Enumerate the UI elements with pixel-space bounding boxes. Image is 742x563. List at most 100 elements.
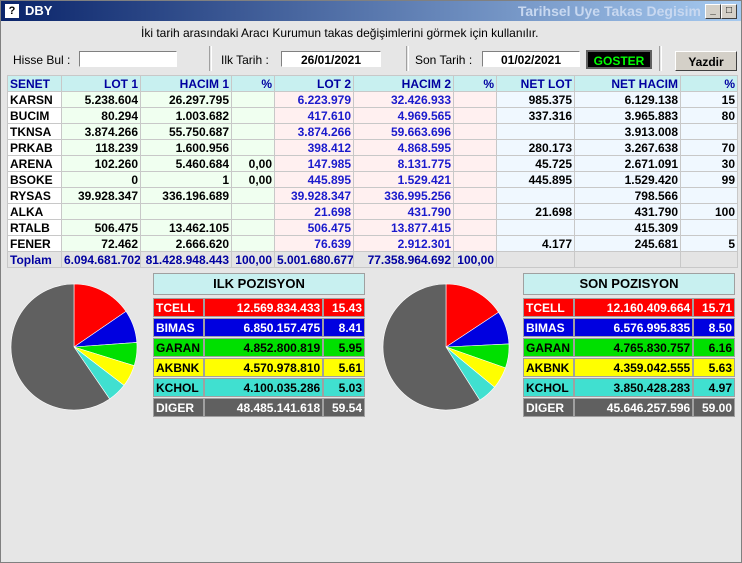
col-pct1[interactable]: % — [231, 75, 275, 92]
cell-lot1[interactable]: 72.462 — [61, 235, 141, 252]
col-pct2[interactable]: % — [453, 75, 497, 92]
cell-senet[interactable]: PRKAB — [7, 139, 62, 156]
col-hacim1[interactable]: HACIM 1 — [140, 75, 232, 92]
cell-hacim2[interactable]: 2.912.301 — [353, 235, 454, 252]
cell-senet[interactable]: RYSAS — [7, 187, 62, 204]
cell-senet[interactable]: RTALB — [7, 219, 62, 236]
cell-net-lot[interactable]: 45.725 — [496, 155, 575, 172]
table-row[interactable]: RYSAS 39.928.347 336.196.689 39.928.347 336.… — [7, 187, 738, 204]
cell-hacim1[interactable]: 1 — [140, 171, 232, 188]
cell-hacim1[interactable] — [140, 203, 232, 220]
cell-lot2[interactable]: 147.985 — [274, 155, 354, 172]
col-net-pct[interactable]: % — [680, 75, 738, 92]
table-row[interactable]: ALKA 21.698 431.790 21.698 431.790 100 — [7, 203, 738, 220]
cell-hacim1[interactable]: 1.003.682 — [140, 107, 232, 124]
cell-lot1[interactable]: 118.239 — [61, 139, 141, 156]
cell-net-hacim[interactable]: 3.965.883 — [574, 107, 681, 124]
cell-net-lot[interactable] — [496, 123, 575, 140]
col-lot2[interactable]: LOT 2 — [274, 75, 354, 92]
cell-net-hacim[interactable]: 6.129.138 — [574, 91, 681, 108]
cell-lot1[interactable]: 39.928.347 — [61, 187, 141, 204]
cell-hacim1[interactable]: 55.750.687 — [140, 123, 232, 140]
table-row[interactable]: BUCIM 80.294 1.003.682 417.610 4.969.565 337.… — [7, 107, 738, 124]
cell-net-pct[interactable]: 15 — [680, 91, 738, 108]
cell-pct2[interactable] — [453, 187, 497, 204]
table-row[interactable]: FENER 72.462 2.666.620 76.639 2.912.301 4.177… — [7, 235, 738, 252]
goster-button[interactable]: GOSTER — [586, 50, 652, 69]
cell-pct2[interactable] — [453, 155, 497, 172]
cell-hacim1[interactable]: 26.297.795 — [140, 91, 232, 108]
cell-net-pct[interactable]: 100 — [680, 203, 738, 220]
first-date-field[interactable]: 26/01/2021 — [281, 51, 381, 67]
cell-net-pct[interactable] — [680, 123, 738, 140]
cell-net-hacim[interactable]: 2.671.091 — [574, 155, 681, 172]
cell-senet[interactable]: FENER — [7, 235, 62, 252]
table-row[interactable]: ARENA 102.260 5.460.684 0,00 147.985 8.131.77… — [7, 155, 738, 172]
cell-lot2[interactable]: 21.698 — [274, 203, 354, 220]
cell-lot2[interactable]: 6.223.979 — [274, 91, 354, 108]
cell-pct1[interactable] — [231, 91, 275, 108]
cell-hacim2[interactable]: 4.969.565 — [353, 107, 454, 124]
search-input[interactable] — [79, 51, 177, 67]
cell-hacim1[interactable]: 336.196.689 — [140, 187, 232, 204]
cell-lot2[interactable]: 417.610 — [274, 107, 354, 124]
cell-hacim2[interactable]: 431.790 — [353, 203, 454, 220]
cell-net-pct[interactable] — [680, 187, 738, 204]
cell-pct1[interactable] — [231, 219, 275, 236]
cell-lot1[interactable]: 102.260 — [61, 155, 141, 172]
cell-lot1[interactable] — [61, 203, 141, 220]
cell-hacim2[interactable]: 336.995.256 — [353, 187, 454, 204]
cell-lot1[interactable]: 506.475 — [61, 219, 141, 236]
cell-hacim2[interactable]: 4.868.595 — [353, 139, 454, 156]
cell-pct1[interactable]: 0,00 — [231, 155, 275, 172]
table-row[interactable]: TKNSA 3.874.266 55.750.687 3.874.266 59.663.… — [7, 123, 738, 140]
cell-lot1[interactable]: 80.294 — [61, 107, 141, 124]
table-row[interactable]: KARSN 5.238.604 26.297.795 6.223.979 32.426.… — [7, 91, 738, 108]
maximize-icon[interactable]: □ — [721, 4, 737, 19]
last-date-field[interactable]: 01/02/2021 — [482, 51, 580, 67]
cell-lot1[interactable]: 3.874.266 — [61, 123, 141, 140]
cell-pct2[interactable] — [453, 203, 497, 220]
takas-table[interactable]: SENET LOT 1 HACIM 1 % LOT 2 HACIM 2 % NE… — [7, 75, 738, 268]
cell-pct2[interactable] — [453, 123, 497, 140]
cell-lot1[interactable]: 0 — [61, 171, 141, 188]
cell-pct1[interactable] — [231, 187, 275, 204]
cell-lot2[interactable]: 398.412 — [274, 139, 354, 156]
cell-hacim1[interactable]: 5.460.684 — [140, 155, 232, 172]
cell-net-lot[interactable]: 445.895 — [496, 171, 575, 188]
cell-lot2[interactable]: 39.928.347 — [274, 187, 354, 204]
cell-net-lot[interactable]: 985.375 — [496, 91, 575, 108]
cell-pct2[interactable] — [453, 219, 497, 236]
cell-pct2[interactable] — [453, 107, 497, 124]
cell-net-hacim[interactable]: 415.309 — [574, 219, 681, 236]
cell-senet[interactable]: TKNSA — [7, 123, 62, 140]
cell-senet[interactable]: BSOKE — [7, 171, 62, 188]
col-net-hacim[interactable]: NET HACIM — [574, 75, 681, 92]
cell-net-hacim[interactable]: 798.566 — [574, 187, 681, 204]
cell-lot2[interactable]: 445.895 — [274, 171, 354, 188]
cell-net-lot[interactable] — [496, 219, 575, 236]
cell-hacim2[interactable]: 8.131.775 — [353, 155, 454, 172]
table-row[interactable]: BSOKE 0 1 0,00 445.895 1.529.421 445.895 1.529.… — [7, 171, 738, 188]
cell-net-lot[interactable] — [496, 187, 575, 204]
cell-lot2[interactable]: 506.475 — [274, 219, 354, 236]
cell-net-hacim[interactable]: 245.681 — [574, 235, 681, 252]
cell-net-lot[interactable]: 337.316 — [496, 107, 575, 124]
table-row[interactable]: RTALB 506.475 13.462.105 506.475 13.877.415 4… — [7, 219, 738, 236]
cell-pct1[interactable] — [231, 139, 275, 156]
cell-net-hacim[interactable]: 3.913.008 — [574, 123, 681, 140]
cell-net-hacim[interactable]: 3.267.638 — [574, 139, 681, 156]
cell-hacim1[interactable]: 1.600.956 — [140, 139, 232, 156]
cell-net-pct[interactable]: 30 — [680, 155, 738, 172]
cell-pct1[interactable] — [231, 235, 275, 252]
cell-lot1[interactable]: 5.238.604 — [61, 91, 141, 108]
cell-pct1[interactable]: 0,00 — [231, 171, 275, 188]
cell-senet[interactable]: ARENA — [7, 155, 62, 172]
cell-pct2[interactable] — [453, 139, 497, 156]
cell-pct2[interactable] — [453, 91, 497, 108]
cell-senet[interactable]: KARSN — [7, 91, 62, 108]
cell-net-hacim[interactable]: 431.790 — [574, 203, 681, 220]
cell-hacim2[interactable]: 32.426.933 — [353, 91, 454, 108]
cell-net-pct[interactable] — [680, 219, 738, 236]
cell-pct1[interactable] — [231, 107, 275, 124]
